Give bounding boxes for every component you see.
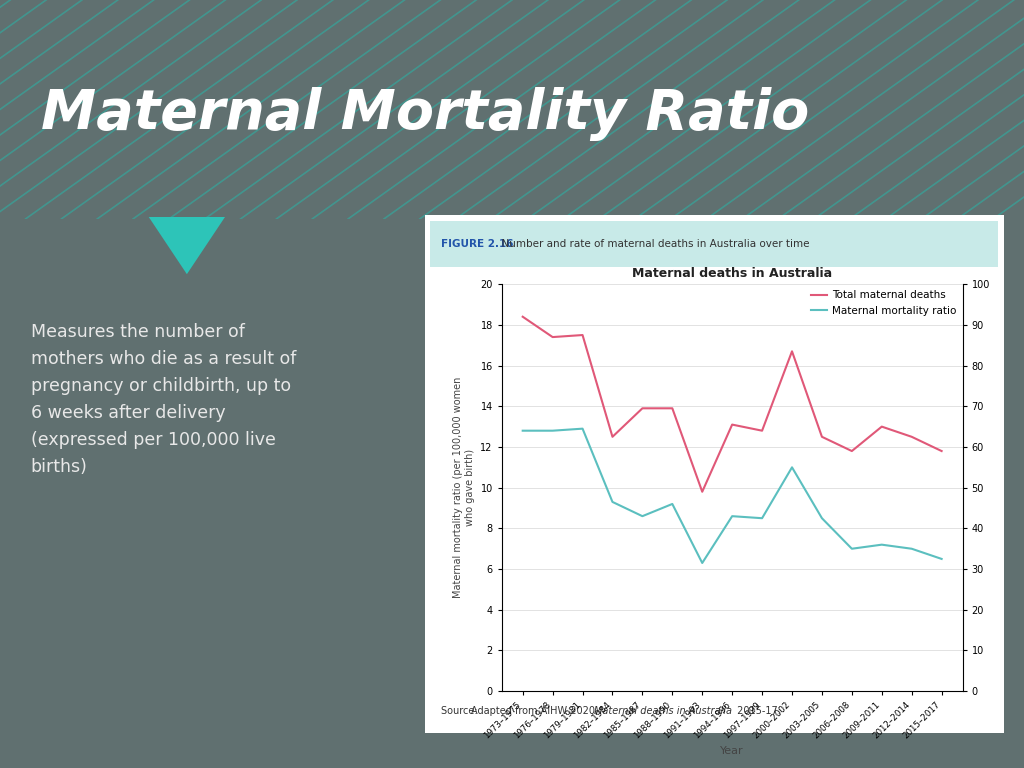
Text: Maternal Mortality Ratio: Maternal Mortality Ratio <box>41 87 809 141</box>
Y-axis label: Maternal mortality ratio (per 100,000 women
who gave birth): Maternal mortality ratio (per 100,000 wo… <box>454 377 475 598</box>
Title: Maternal deaths in Australia: Maternal deaths in Australia <box>632 267 833 280</box>
Legend: Total maternal deaths, Maternal mortality ratio: Total maternal deaths, Maternal mortalit… <box>807 286 961 319</box>
X-axis label: Year: Year <box>720 746 744 756</box>
FancyBboxPatch shape <box>414 204 1015 743</box>
Text: Measures the number of
mothers who die as a result of
pregnancy or childbirth, u: Measures the number of mothers who die a… <box>31 323 296 476</box>
FancyBboxPatch shape <box>419 220 1010 268</box>
Text: Number and rate of maternal deaths in Australia over time: Number and rate of maternal deaths in Au… <box>496 239 810 250</box>
Text: Source:: Source: <box>440 706 480 717</box>
Text: 2015-17.: 2015-17. <box>734 706 780 717</box>
Text: Adapted from AIHW 2020,: Adapted from AIHW 2020, <box>471 706 602 717</box>
Polygon shape <box>148 217 225 274</box>
Text: FIGURE 2.16: FIGURE 2.16 <box>441 239 514 250</box>
Text: Maternal deaths in Australia: Maternal deaths in Australia <box>594 706 732 717</box>
